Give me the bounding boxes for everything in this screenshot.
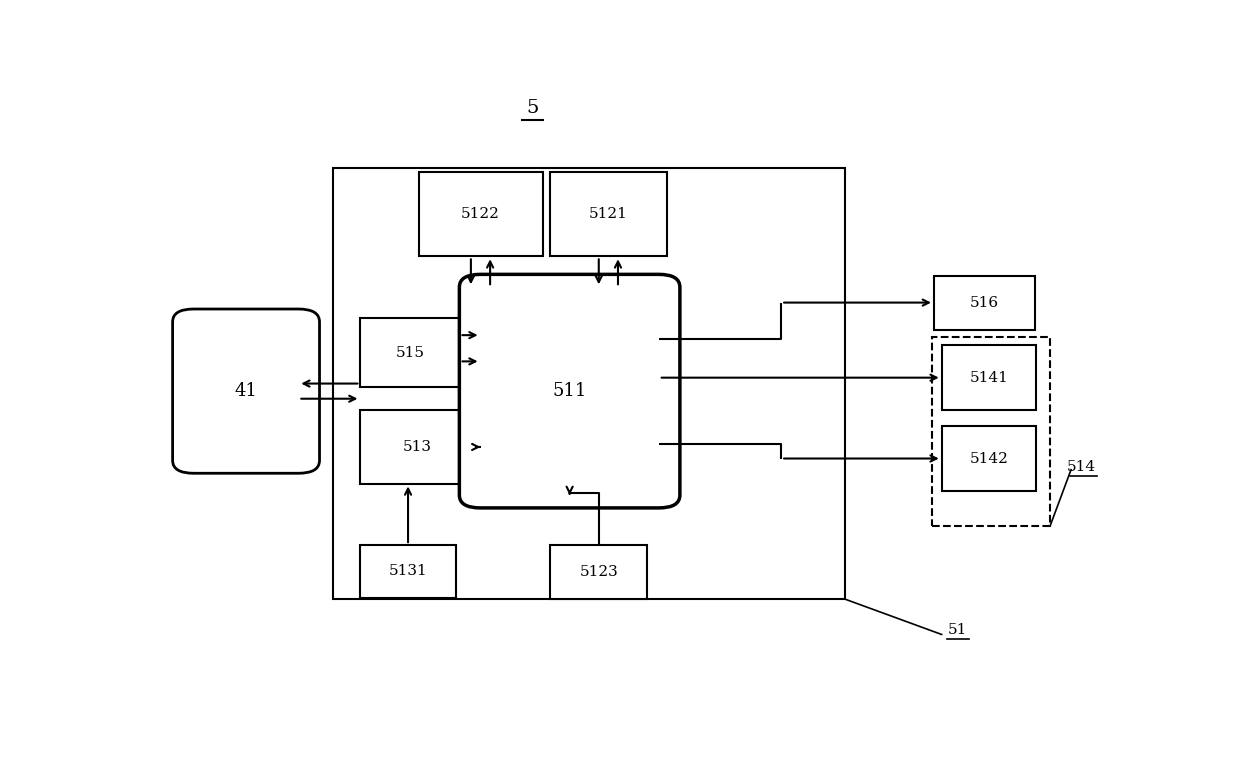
Text: 5121: 5121: [589, 207, 627, 221]
Text: 41: 41: [234, 382, 258, 400]
Bar: [941, 425, 1037, 491]
FancyBboxPatch shape: [459, 274, 680, 508]
Text: 5131: 5131: [388, 564, 428, 578]
Text: 51: 51: [947, 623, 967, 637]
Bar: [334, 168, 844, 599]
Text: 5: 5: [526, 98, 538, 117]
Text: 514: 514: [1066, 459, 1096, 474]
Text: 513: 513: [403, 440, 433, 454]
Bar: [361, 318, 460, 388]
Text: 5122: 5122: [461, 207, 500, 221]
FancyBboxPatch shape: [172, 309, 320, 473]
Text: 5142: 5142: [970, 451, 1008, 466]
Bar: [932, 337, 1050, 526]
Text: 516: 516: [970, 295, 998, 310]
Text: 5141: 5141: [970, 371, 1008, 385]
Bar: [551, 545, 647, 599]
Bar: [934, 276, 1034, 329]
Bar: [361, 410, 475, 484]
Bar: [941, 345, 1037, 410]
Bar: [361, 545, 456, 597]
Bar: [419, 172, 543, 257]
Text: 5123: 5123: [579, 565, 618, 579]
Text: 515: 515: [396, 346, 424, 360]
Text: 511: 511: [553, 382, 587, 400]
Bar: [551, 172, 667, 257]
